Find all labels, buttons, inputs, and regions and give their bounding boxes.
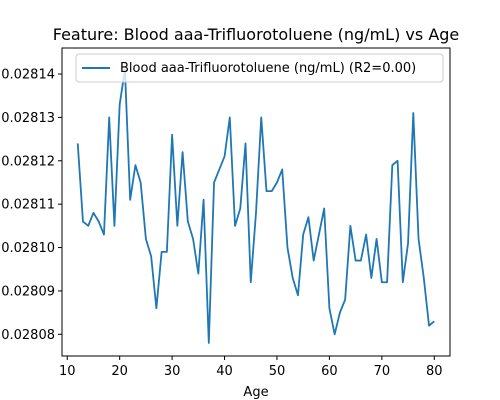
y-tick-label: 0.02809	[1, 284, 55, 299]
y-tick-label: 0.02813	[1, 111, 55, 126]
data-point	[339, 312, 340, 313]
data-point	[82, 221, 83, 222]
y-tick-label: 0.02814	[1, 68, 55, 83]
data-point	[276, 182, 277, 183]
data-point	[151, 256, 152, 257]
data-point	[366, 234, 367, 235]
data-point	[135, 165, 136, 166]
x-axis-label: Age	[243, 385, 268, 400]
data-point	[282, 169, 283, 170]
data-point	[103, 234, 104, 235]
y-tick-label: 0.02811	[1, 198, 55, 213]
data-point	[203, 199, 204, 200]
x-tick-label: 20	[111, 364, 128, 379]
data-point	[345, 299, 346, 300]
data-point	[355, 260, 356, 261]
data-point	[250, 282, 251, 283]
data-point	[334, 334, 335, 335]
data-point	[198, 273, 199, 274]
data-point	[161, 251, 162, 252]
data-point	[140, 182, 141, 183]
x-tick-label: 40	[216, 364, 233, 379]
x-tick-label: 60	[321, 364, 338, 379]
series-layer	[76, 68, 435, 344]
y-tick-label: 0.02810	[1, 241, 55, 256]
data-point	[235, 225, 236, 226]
x-tick-label: 70	[374, 364, 391, 379]
data-point	[350, 225, 351, 226]
data-point	[224, 156, 225, 157]
data-point	[182, 152, 183, 153]
data-point	[434, 321, 435, 322]
data-point	[423, 277, 424, 278]
data-point	[177, 225, 178, 226]
x-tick-label: 30	[164, 364, 181, 379]
data-point	[413, 113, 414, 114]
plot-frame	[61, 47, 451, 357]
chart-title: Feature: Blood aaa-Trifluorotoluene (ng/…	[53, 25, 460, 44]
data-point	[77, 143, 78, 144]
x-tick-label: 50	[269, 364, 286, 379]
data-point	[229, 117, 230, 118]
data-point	[130, 199, 131, 200]
data-point	[98, 221, 99, 222]
series-line	[76, 68, 435, 344]
data-point	[303, 234, 304, 235]
data-point	[402, 282, 403, 283]
data-point	[287, 247, 288, 248]
data-point	[318, 234, 319, 235]
data-point	[266, 191, 267, 192]
data-point	[261, 117, 262, 118]
data-point	[429, 325, 430, 326]
data-point	[93, 212, 94, 213]
legend: Blood aaa-Trifluorotoluene (ng/mL) (R2=0…	[75, 53, 444, 83]
data-point	[381, 282, 382, 283]
data-point	[392, 165, 393, 166]
x-tick-label: 10	[59, 364, 76, 379]
data-point	[387, 282, 388, 283]
y-tick-label: 0.02808	[1, 328, 55, 343]
y-tick-label: 0.02812	[1, 154, 55, 169]
data-point	[292, 277, 293, 278]
data-point	[324, 208, 325, 209]
data-point	[109, 117, 110, 118]
data-point	[172, 134, 173, 135]
data-point	[245, 143, 246, 144]
data-point	[376, 238, 377, 239]
data-point	[156, 308, 157, 309]
data-point	[408, 243, 409, 244]
data-point	[297, 295, 298, 296]
data-point	[418, 238, 419, 239]
y-axis: 0.02808 0.02809 0.02810 0.02811 0.02812 0.028…	[1, 68, 62, 343]
data-point	[313, 260, 314, 261]
data-point	[187, 221, 188, 222]
data-point	[193, 238, 194, 239]
data-point	[371, 277, 372, 278]
legend-label: Blood aaa-Trifluorotoluene (ng/mL) (R2=0…	[120, 61, 416, 76]
data-point	[114, 225, 115, 226]
data-point	[256, 212, 257, 213]
data-point	[308, 217, 309, 218]
data-point	[119, 104, 120, 105]
data-point	[360, 260, 361, 261]
data-point	[329, 308, 330, 309]
legend-box	[75, 53, 444, 83]
x-tick-label: 80	[426, 364, 443, 379]
data-point	[219, 169, 220, 170]
x-axis: 10 20 30 40 50 60 70 80	[59, 356, 443, 379]
data-point	[208, 342, 209, 343]
data-point	[214, 182, 215, 183]
data-point	[271, 191, 272, 192]
data-point	[166, 251, 167, 252]
data-point	[397, 160, 398, 161]
plot-area	[61, 47, 451, 357]
data-point	[88, 225, 89, 226]
data-point	[145, 238, 146, 239]
data-point	[240, 208, 241, 209]
